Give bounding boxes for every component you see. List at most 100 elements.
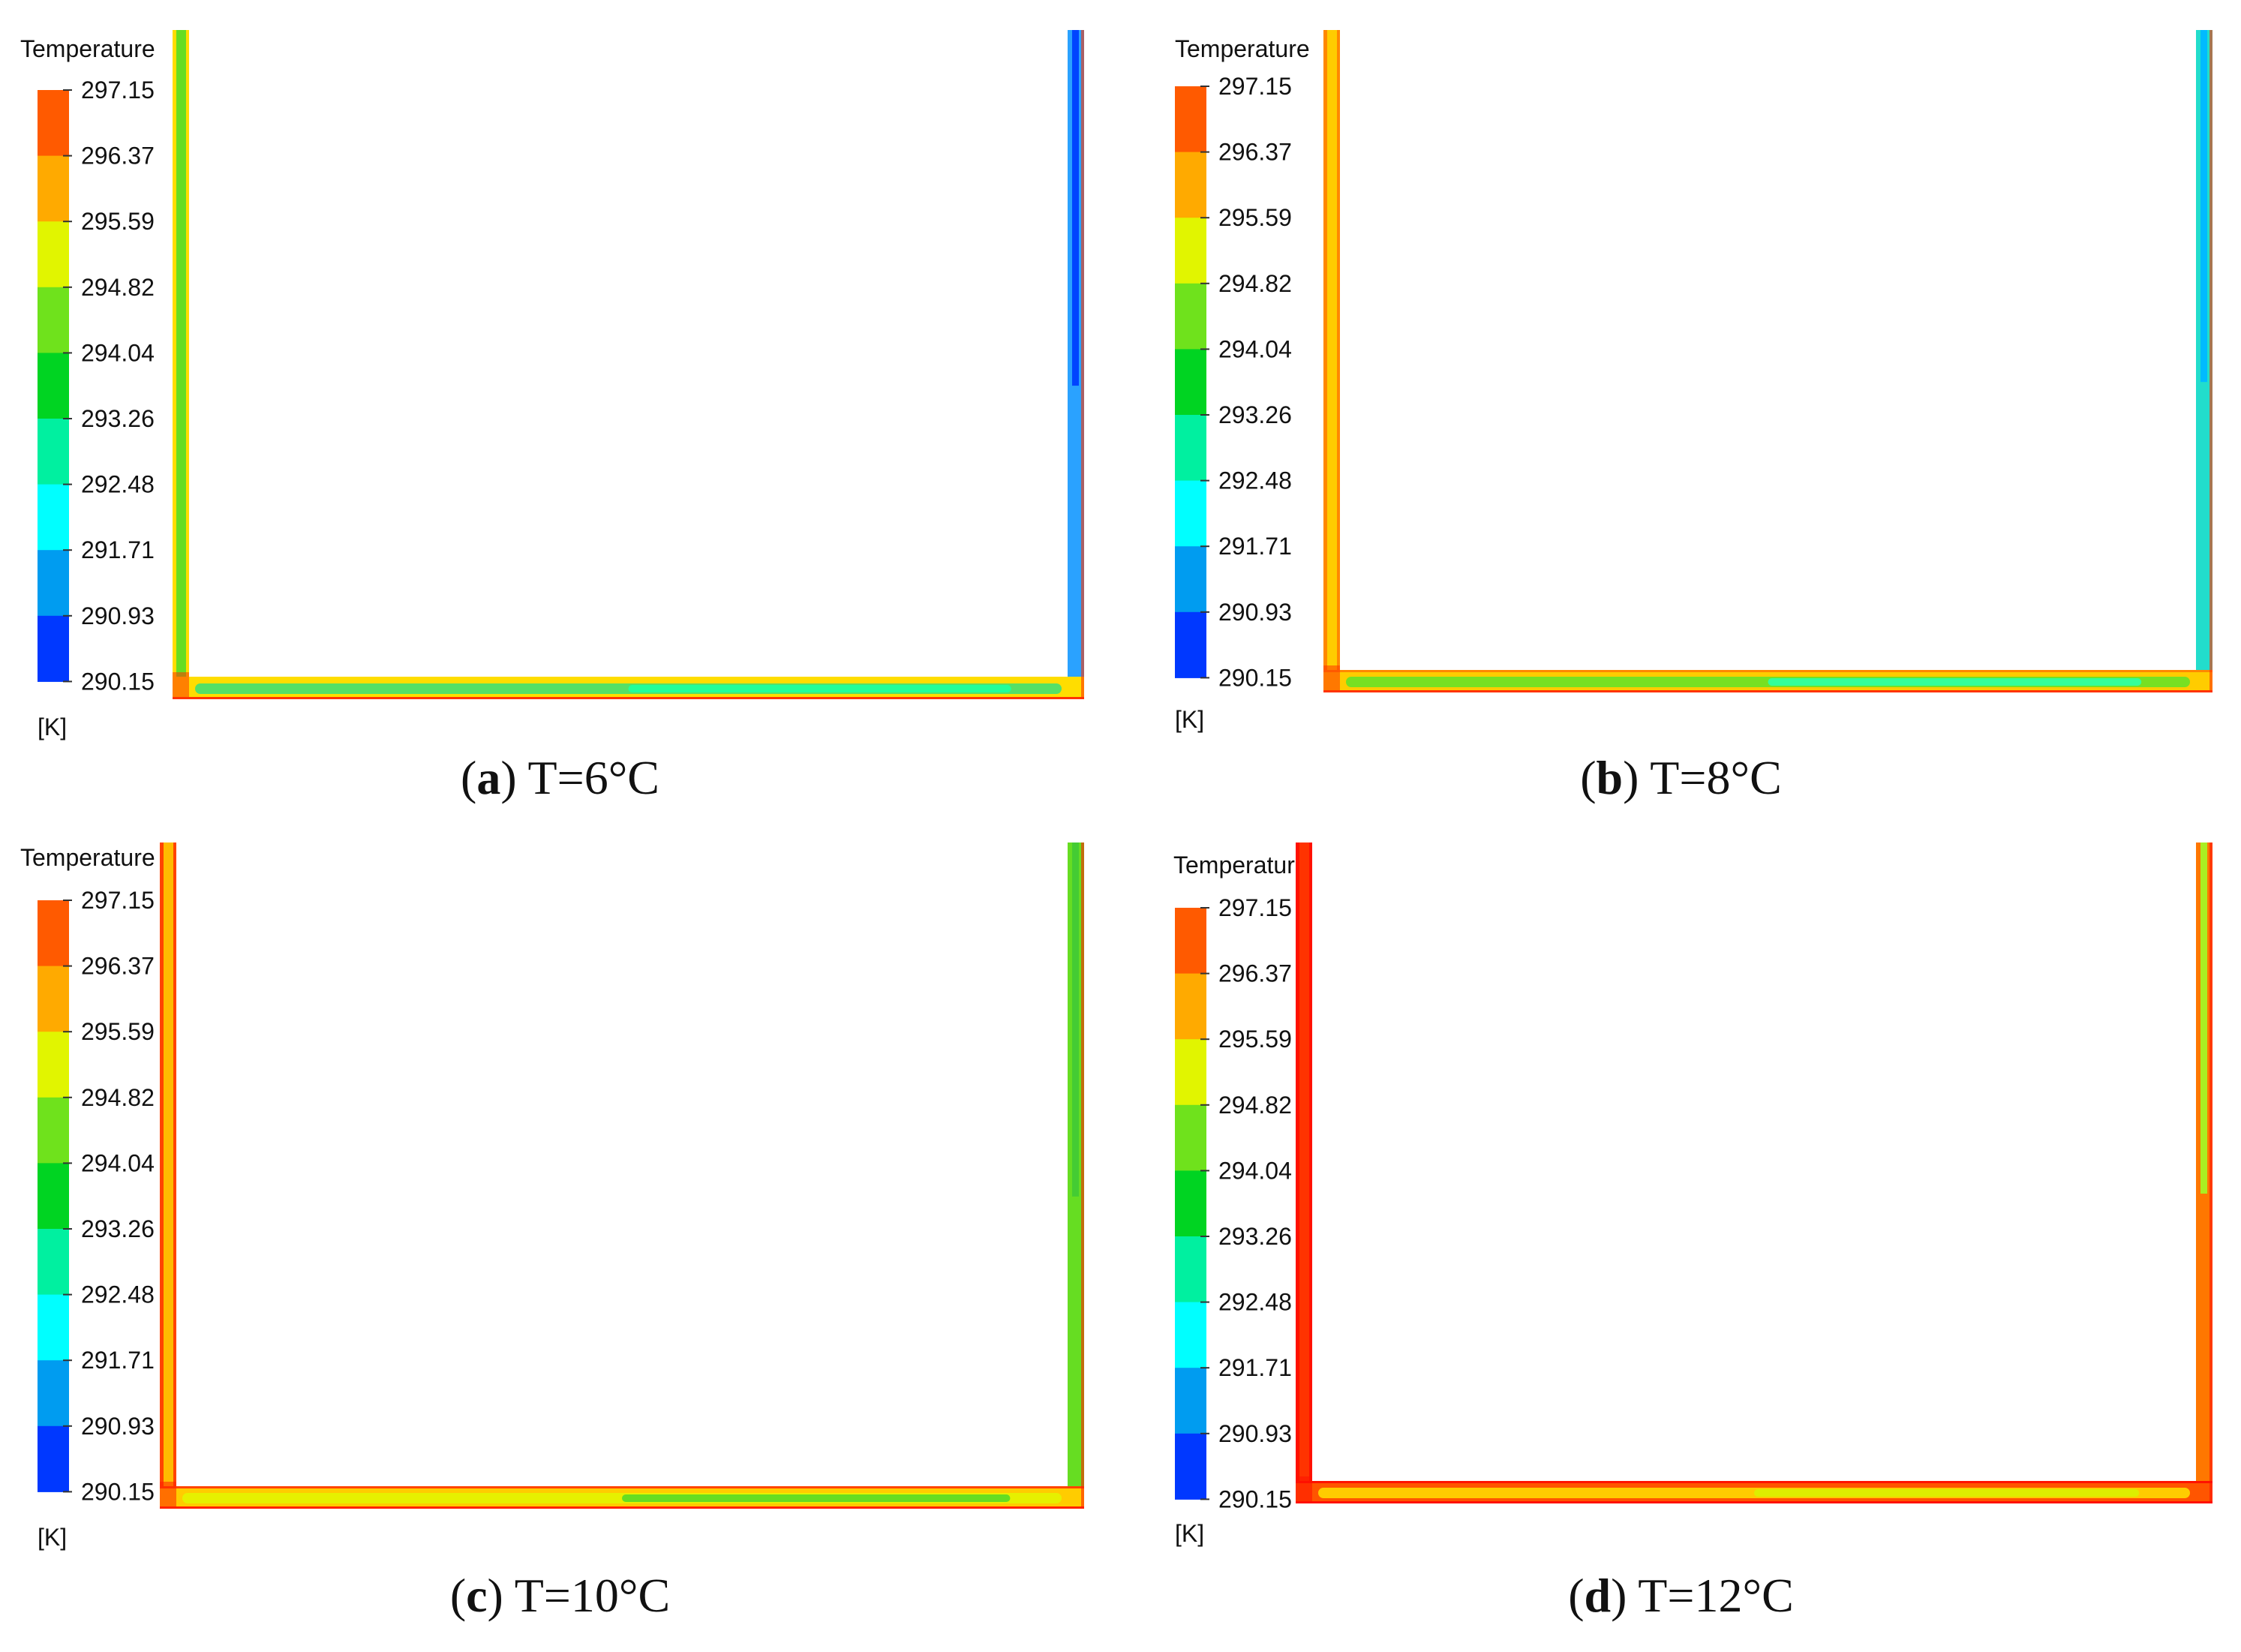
color-scale [1175,908,1206,1500]
color-band [38,155,69,222]
right-wall-outer-edge [1081,30,1084,699]
bottom-wall-tail [622,1494,1011,1502]
left-wall-edge [1296,843,1299,1503]
left-corner [160,1482,176,1509]
color-band [38,1032,69,1098]
panel-caption: (c) T=10°C [449,1569,671,1622]
left-wall [160,843,176,1509]
bottom-wall-outer-edge [1323,690,2212,692]
panel-caption: (d) T=12°C [1568,1569,1794,1622]
tick-label: 290.93 [1218,1420,1292,1447]
color-band [1175,349,1206,416]
unit-label: [K] [1175,1520,1204,1547]
tick-label: 293.26 [81,1215,155,1242]
color-band [1175,973,1206,1040]
bottom-wall-tail [1754,1489,2140,1497]
tick-label: 294.82 [1218,1092,1292,1119]
bottom-wall-outer-edge [160,1506,1084,1509]
unit-label: [K] [38,713,67,740]
wall-contour [160,843,1084,1509]
panel-letter: a [476,751,501,804]
tick-label: 294.04 [1218,1157,1292,1184]
color-band [1175,1236,1206,1303]
tick-label: 296.37 [81,953,155,980]
left-wall [1296,843,1312,1503]
color-band [1175,611,1206,678]
wall-contour [173,30,1084,699]
tick-label: 294.82 [81,274,155,301]
color-band [1175,283,1206,350]
color-band [1175,415,1206,482]
temperature-contour-plot: Temperature 297.15 296.37 295.59 294.82 294.… [1173,843,2212,1547]
color-band [38,1294,69,1361]
color-scale-ticks: 297.15 296.37 295.59 294.82 294.04 293.26 292.… [63,887,155,1505]
unit-label: [K] [38,1524,67,1551]
panel-letter: b [1596,751,1624,804]
panel-temperature: T=10°C [514,1569,671,1622]
tick-label: 295.59 [1218,204,1292,231]
tick-label: 295.59 [81,208,155,235]
color-band [1175,908,1206,975]
tick-label: 294.04 [81,1149,155,1176]
tick-label: 297.15 [81,77,155,104]
right-wall-core [2200,30,2207,383]
tick-label: 290.93 [81,602,155,629]
temperature-contour-plot: Temperature 297.15 296.37 295.59 294.82 294.… [20,30,1084,740]
color-band [38,484,69,551]
right-wall-core [2200,843,2207,1194]
panel-caption: (a) T=6°C [461,751,659,804]
tick-label: 297.15 [81,887,155,914]
color-band [1175,1104,1206,1171]
temperature-contour-plot: Temperature 297.15 296.37 295.59 294.82 294.… [1175,30,2212,733]
right-wall-outer-edge [2209,843,2212,1503]
panel-letter: d [1584,1569,1612,1622]
color-band [38,90,69,157]
color-band [38,550,69,617]
wall-contour [1296,843,2212,1503]
color-scale-ticks: 297.15 296.37 295.59 294.82 294.04 293.26 292.… [1200,894,1292,1512]
color-band [1175,1433,1206,1500]
left-wall-inner-edge [186,30,189,677]
tick-label: 293.26 [81,405,155,432]
color-band [1175,546,1206,613]
tick-label: 290.93 [81,1413,155,1440]
tick-label: 295.59 [81,1018,155,1045]
tick-label: 290.15 [1218,664,1292,691]
tick-label: 296.37 [81,143,155,170]
left-wall-inner-edge [173,843,176,1486]
legend-title: Temperature [20,844,155,871]
color-scale-ticks: 297.15 296.37 295.59 294.82 294.04 293.26 292.… [1200,73,1292,691]
color-band [38,287,69,353]
left-wall-inner-edge [1309,843,1312,1481]
tick-label: 293.26 [1218,401,1292,428]
tick-label: 292.48 [1218,467,1292,494]
left-wall-edge [173,30,176,699]
bottom-wall-tail [628,685,1011,692]
contour-panel-a: Temperature 297.15 296.37 295.59 294.82 294.… [0,0,1120,818]
bottom-wall-outer-edge [1296,1501,2212,1503]
tick-label: 291.71 [81,536,155,563]
tick-label: 291.71 [1218,1354,1292,1381]
panel-letter: c [466,1569,488,1622]
right-wall-outer-edge [2209,30,2212,692]
color-band [38,1097,69,1164]
bottom-wall-inner-edge [160,1486,1084,1488]
panel-temperature: T=8°C [1650,751,1782,804]
tick-label: 294.82 [1218,270,1292,297]
color-band [38,1163,69,1230]
bottom-wall-inner-edge [1296,1481,2212,1483]
color-scale [38,90,69,682]
right-wall-core [1072,843,1079,1197]
color-band [38,1360,69,1427]
color-scale-ticks: 297.15 296.37 295.59 294.82 294.04 293.26 292.… [63,77,155,695]
color-band [1175,480,1206,547]
tick-label: 297.15 [1218,894,1292,921]
bottom-wall-inner-edge [1323,670,2212,672]
color-scale [38,900,69,1492]
left-wall-edge [1323,30,1327,692]
tick-label: 290.15 [1218,1485,1292,1512]
color-band [38,966,69,1032]
color-band [38,221,69,288]
contour-panel-b: Temperature 297.15 296.37 295.59 294.82 294.… [1121,0,2241,818]
legend-title: Temperature [20,35,155,62]
